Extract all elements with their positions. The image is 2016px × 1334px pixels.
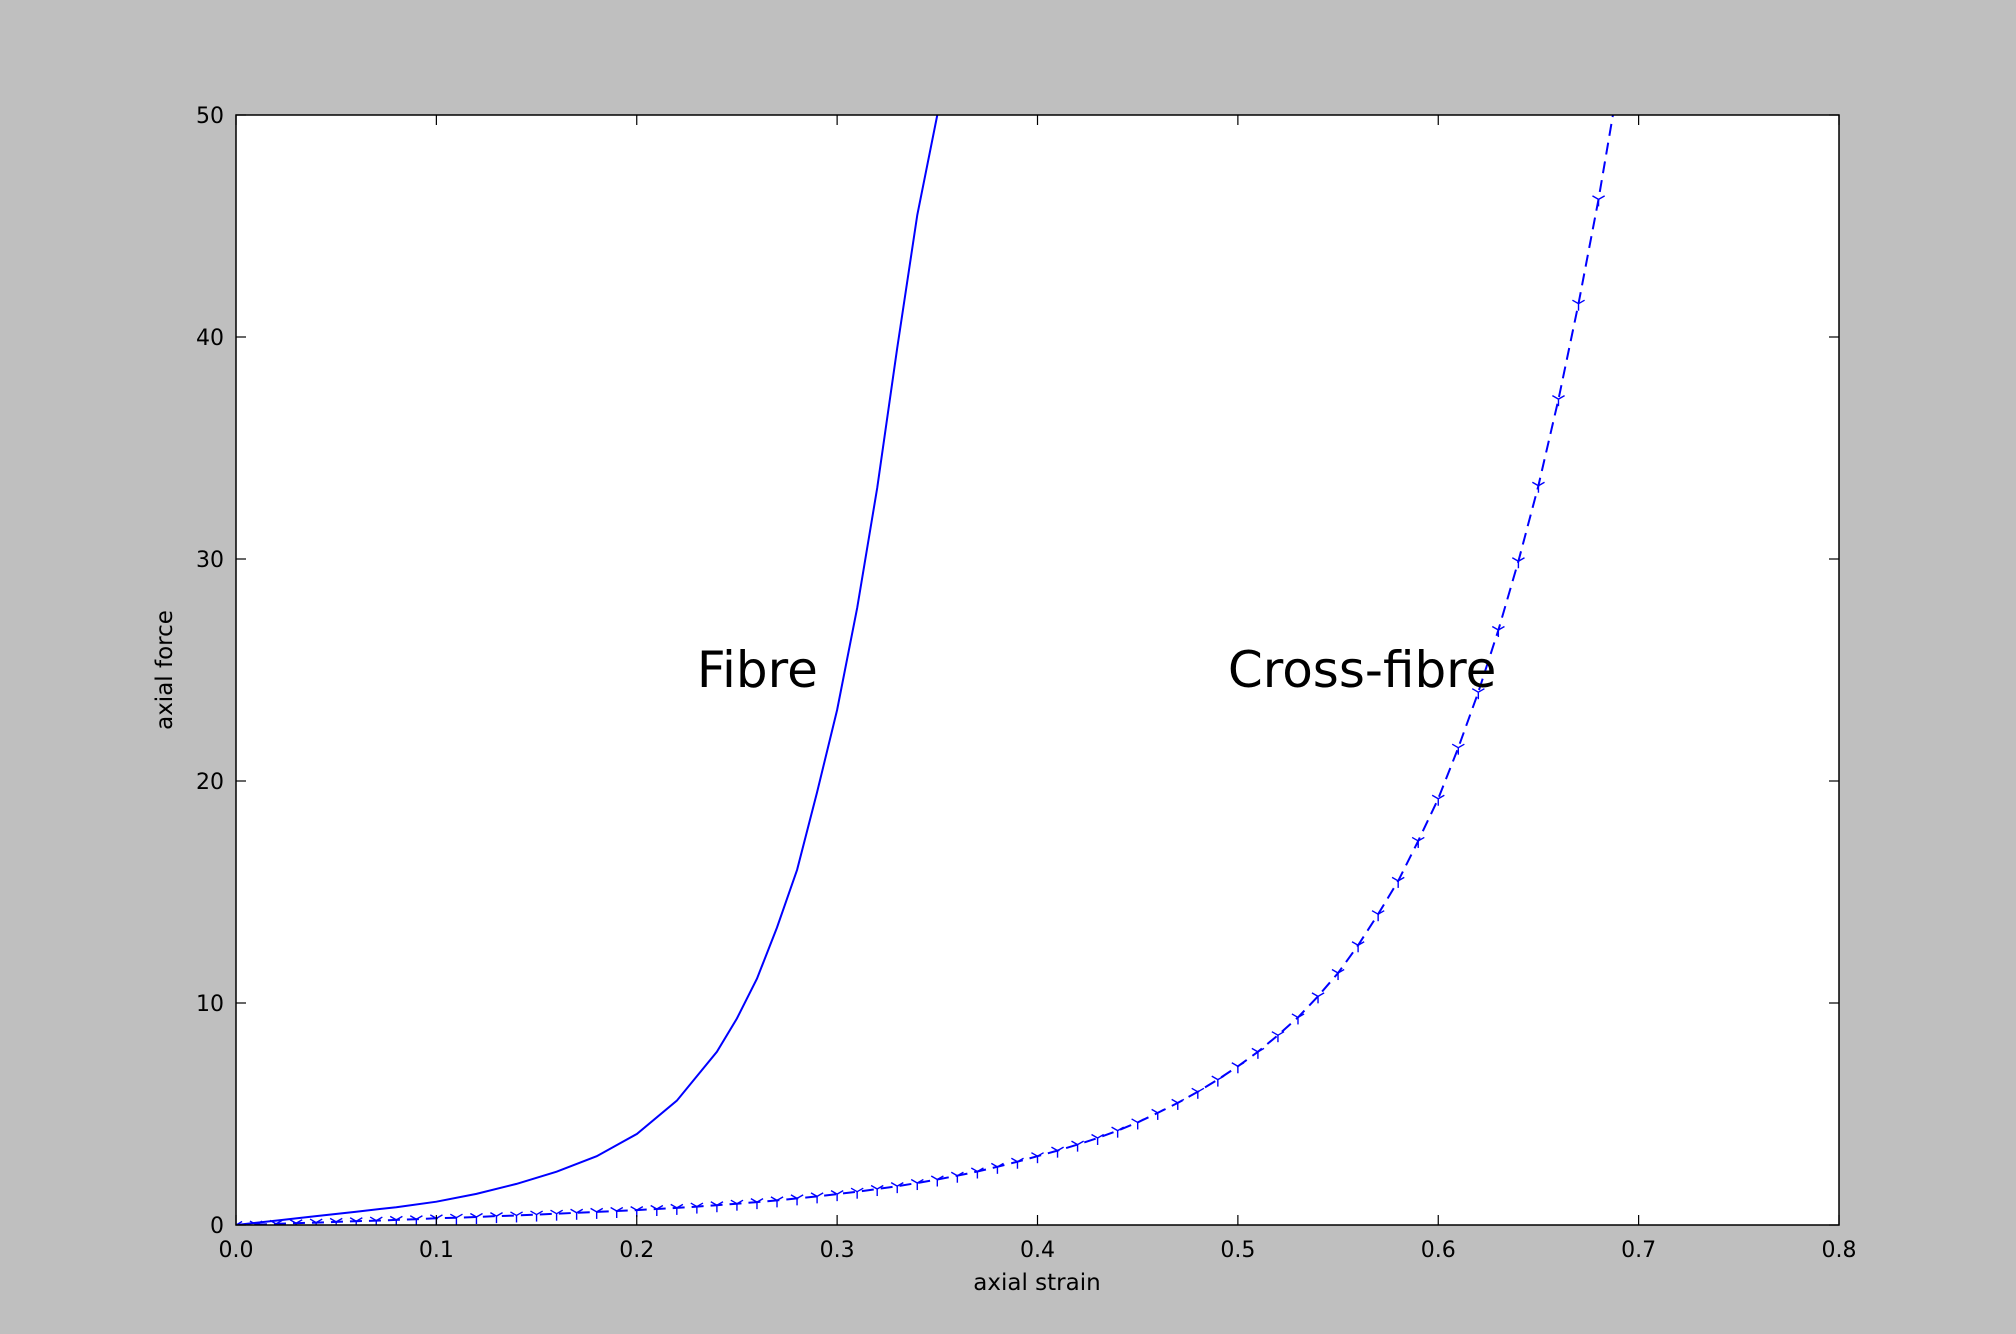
series-1-point-64 xyxy=(1511,557,1525,569)
series-1-point-46 xyxy=(1151,1108,1165,1120)
x-axis-label: axial strain xyxy=(973,1270,1100,1296)
series-1-point-57 xyxy=(1371,910,1385,922)
series-1-point-55 xyxy=(1331,968,1345,981)
x-tick-label-8: 0.8 xyxy=(1822,1238,1857,1263)
series-1-point-14 xyxy=(510,1211,523,1223)
series-1-point-59 xyxy=(1411,836,1425,848)
series-1-point-35 xyxy=(930,1175,944,1187)
series-1-point-31 xyxy=(850,1187,864,1199)
series-1-point-25 xyxy=(730,1199,744,1211)
series-1-point-8 xyxy=(389,1215,403,1225)
annotation-fibre: Fibre xyxy=(697,641,818,699)
series-1-point-18 xyxy=(590,1207,604,1219)
series-1-point-7 xyxy=(369,1216,383,1225)
series-1-point-12 xyxy=(470,1212,483,1225)
series-1-point-21 xyxy=(650,1204,664,1217)
series-1-point-32 xyxy=(870,1184,884,1197)
series-1-point-1 xyxy=(249,1220,263,1225)
y-tick-label-2: 20 xyxy=(196,770,224,795)
annotation-cross-fibre: Cross-fibre xyxy=(1228,641,1497,699)
x-tick-label-5: 0.5 xyxy=(1220,1238,1255,1263)
series-1-point-37 xyxy=(970,1167,984,1179)
series-1-point-53 xyxy=(1291,1013,1305,1025)
series-1-point-2 xyxy=(269,1219,283,1225)
series-1-point-36 xyxy=(950,1171,964,1183)
series-1-point-45 xyxy=(1131,1118,1145,1130)
series-1-point-30 xyxy=(830,1190,844,1202)
series-1-point-19 xyxy=(610,1206,624,1219)
series-1-point-54 xyxy=(1311,992,1325,1004)
series-1-point-16 xyxy=(550,1209,564,1221)
series-1-point-48 xyxy=(1191,1087,1205,1099)
series-1-point-41 xyxy=(1051,1146,1064,1158)
x-tick-label-4: 0.4 xyxy=(1020,1238,1055,1263)
series-layer xyxy=(236,67,1645,1225)
series-1-point-26 xyxy=(750,1198,764,1210)
series-1-point-40 xyxy=(1031,1152,1044,1164)
series-1-point-68 xyxy=(1592,195,1605,207)
series-1-point-15 xyxy=(530,1210,544,1222)
plot-area xyxy=(236,115,1839,1225)
series-1-point-29 xyxy=(810,1192,824,1204)
x-tick-label-0: 0.0 xyxy=(219,1238,254,1263)
series-1-point-22 xyxy=(670,1203,684,1215)
series-1-point-13 xyxy=(490,1212,503,1224)
x-tick-label-6: 0.6 xyxy=(1421,1238,1456,1263)
series-1-point-33 xyxy=(890,1182,904,1194)
series-1-point-27 xyxy=(770,1196,784,1208)
series-1-point-24 xyxy=(710,1201,724,1213)
series-1-point-50 xyxy=(1231,1062,1245,1074)
y-tick-label-1: 10 xyxy=(196,992,224,1017)
x-tick-label-1: 0.1 xyxy=(419,1238,454,1263)
y-tick-label-0: 0 xyxy=(210,1214,224,1239)
series-1-point-44 xyxy=(1111,1126,1125,1138)
series-1-point-49 xyxy=(1211,1075,1225,1087)
series-1-point-9 xyxy=(409,1215,423,1225)
series-1-point-62 xyxy=(1471,688,1485,700)
x-tick-label-2: 0.2 xyxy=(619,1238,654,1263)
series-1-point-38 xyxy=(990,1162,1004,1174)
series-1-point-28 xyxy=(790,1194,804,1206)
series-1-point-39 xyxy=(1011,1157,1024,1169)
series-1-point-58 xyxy=(1391,876,1405,888)
series-1-point-4 xyxy=(309,1218,323,1225)
series-1-point-5 xyxy=(329,1217,343,1225)
series-1-point-34 xyxy=(910,1178,924,1191)
series-1-point-11 xyxy=(449,1213,463,1225)
y-tick-label-3: 30 xyxy=(196,548,224,573)
series-1-point-69 xyxy=(1612,78,1624,89)
y-tick-label-4: 40 xyxy=(196,326,224,351)
x-tick-label-3: 0.3 xyxy=(820,1238,855,1263)
series-1-point-65 xyxy=(1531,481,1545,493)
series-1-point-42 xyxy=(1071,1140,1085,1152)
series-1-point-67 xyxy=(1572,299,1585,311)
y-axis-label: axial force xyxy=(152,610,178,730)
series-1-point-51 xyxy=(1251,1047,1265,1059)
y-tick-label-5: 50 xyxy=(196,104,224,129)
x-tick-label-7: 0.7 xyxy=(1621,1238,1656,1263)
series-1-point-63 xyxy=(1491,625,1505,638)
series-1-point-52 xyxy=(1271,1031,1285,1043)
series-1-point-43 xyxy=(1091,1133,1105,1145)
series-line-0 xyxy=(236,115,939,1225)
series-1-point-61 xyxy=(1451,743,1465,755)
series-1-point-60 xyxy=(1431,794,1445,806)
series-1-point-70 xyxy=(1633,67,1645,78)
series-1-point-47 xyxy=(1171,1098,1185,1110)
series-1-point-66 xyxy=(1552,395,1565,407)
series-1-point-56 xyxy=(1351,941,1365,953)
series-1-point-17 xyxy=(570,1208,584,1220)
ticks-layer: 0.0 0.1 0.2 0.3 0.4 0.5 0.6 0.7 0.8 0 10 20 30 40 50 xyxy=(196,104,1857,1263)
series-1-point-23 xyxy=(690,1202,704,1214)
